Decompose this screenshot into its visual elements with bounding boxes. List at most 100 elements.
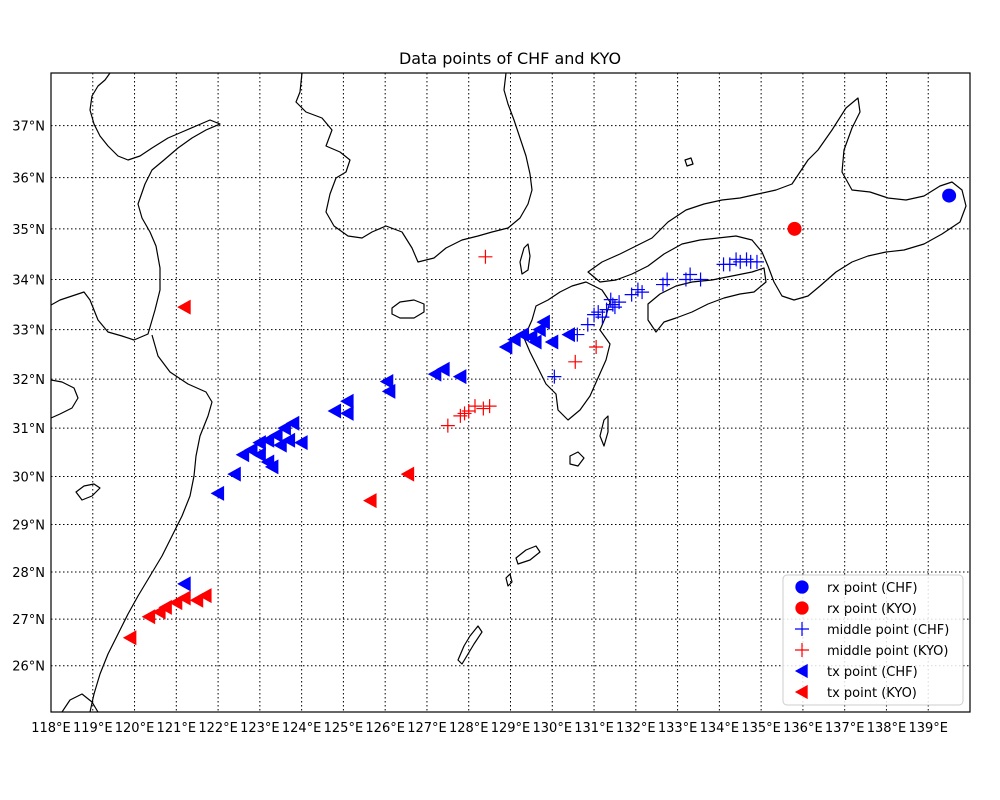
tx-point-chf (260, 432, 275, 448)
tx-point-kyo (177, 590, 191, 606)
tx-point-chf (269, 427, 283, 443)
tx-point-chf (177, 576, 191, 592)
tx-point-chf (536, 314, 550, 330)
tx-point-chf (252, 435, 266, 451)
legend-label: tx point (CHF) (827, 665, 918, 680)
middle-point-chf (660, 272, 675, 287)
plot-frame (50, 72, 971, 713)
coastline-kyushu (523, 281, 611, 421)
y-tick-label: 30°N (12, 471, 45, 486)
tx-point-chf (507, 332, 521, 348)
coastline-tsushima (519, 243, 531, 275)
tx-point-kyo (177, 299, 191, 315)
legend-label: rx point (CHF) (827, 581, 918, 596)
coastline-osumi-islands (569, 415, 609, 467)
tx-point-kyo (158, 599, 172, 615)
coastline-china (51, 73, 221, 341)
x-tick-label: 128°E (449, 721, 489, 736)
x-tick-label: 135°E (741, 721, 781, 736)
x-tick-label: 121°E (157, 721, 197, 736)
middle-point-chf (547, 369, 562, 384)
tx-point-chf (285, 415, 300, 431)
y-tick-label: 28°N (12, 566, 45, 581)
legend-marker-triangle-left (794, 684, 808, 700)
tx-point-chf (561, 327, 575, 343)
tx-point-kyo (363, 493, 377, 509)
tx-point-chf (515, 327, 530, 343)
coastline-china-west-edge (51, 379, 79, 419)
middle-point-chf (635, 285, 650, 300)
y-tick-label: 33°N (12, 324, 45, 339)
x-tick-label: 129°E (491, 721, 531, 736)
x-tick-label: 136°E (783, 721, 823, 736)
x-tick-label: 137°E (825, 721, 865, 736)
y-tick-label: 37°N (12, 120, 45, 135)
legend-label: middle point (CHF) (827, 623, 949, 638)
x-tick-label: 133°E (658, 721, 698, 736)
middle-point-kyo (478, 249, 493, 264)
y-tick-label: 31°N (12, 422, 45, 437)
x-tick-label: 127°E (407, 721, 447, 736)
y-axis-tick-labels: 26°N 27°N 28°N 29°N 30°N 31°N 32°N 33°N 34°N 35°N… (12, 120, 45, 675)
data-markers (122, 188, 957, 646)
tx-point-chf (452, 369, 467, 385)
coastline-taiwan (61, 693, 99, 712)
middle-point-chf (603, 292, 618, 307)
tx-point-kyo (400, 466, 415, 482)
coastline-jeju (391, 299, 425, 319)
coastline-small-island (505, 157, 694, 587)
tx-point-chf (252, 447, 266, 463)
legend-marker-circle (795, 601, 809, 615)
tx-point-chf (327, 403, 342, 419)
x-tick-label: 130°E (533, 721, 573, 736)
tx-point-chf (277, 420, 291, 436)
tx-point-chf (544, 334, 559, 350)
x-tick-label: 131°E (574, 721, 614, 736)
tx-point-chf (528, 334, 542, 350)
coastline-china-east (89, 334, 213, 712)
legend-box (782, 574, 964, 706)
tx-point-kyo (198, 588, 212, 604)
legend: rx point (CHF) rx point (KYO) middle point… (782, 574, 964, 706)
middle-point-chf (580, 317, 595, 332)
middle-point-chf (693, 272, 708, 287)
y-tick-label: 36°N (12, 172, 45, 187)
middle-point-kyo (440, 418, 455, 433)
x-tick-label: 120°E (115, 721, 155, 736)
middle-point-kyo (476, 401, 491, 416)
tx-point-kyo (141, 609, 156, 625)
rx-point-chf (942, 188, 957, 203)
tx-point-chf (281, 432, 296, 448)
tx-point-chf (340, 393, 354, 409)
legend-label: middle point (KYO) (827, 644, 948, 659)
tx-point-kyo (122, 630, 137, 646)
coastline-zhoushan (75, 483, 101, 501)
middle-point-chf (749, 254, 764, 269)
y-tick-label: 29°N (12, 519, 45, 534)
tx-point-chf (210, 485, 225, 501)
middle-point-chf (587, 307, 602, 322)
y-tick-label: 32°N (12, 373, 45, 388)
x-tick-label: 138°E (867, 721, 907, 736)
tx-point-chf (235, 447, 250, 463)
middle-point-chf (595, 310, 610, 325)
coastline-honshu (587, 97, 967, 301)
coastline-okinawa (457, 625, 483, 665)
chart-title: Data points of CHF and KYO (399, 49, 621, 68)
middle-point-kyo (467, 399, 482, 414)
coastline-shikoku (647, 267, 767, 333)
tx-point-chf (436, 361, 450, 377)
tx-point-chf (427, 366, 442, 382)
middle-point-kyo (568, 354, 583, 369)
tx-point-chf (381, 383, 396, 399)
tx-point-chf (379, 374, 394, 390)
rx-point-kyo (787, 221, 802, 236)
x-tick-label: 134°E (700, 721, 740, 736)
legend-label: rx point (KYO) (827, 602, 917, 617)
x-tick-label: 125°E (324, 721, 364, 736)
legend-marker-circle (795, 580, 809, 594)
tx-point-chf (273, 437, 287, 453)
tx-point-chf (498, 339, 513, 355)
y-tick-label: 35°N (12, 223, 45, 238)
